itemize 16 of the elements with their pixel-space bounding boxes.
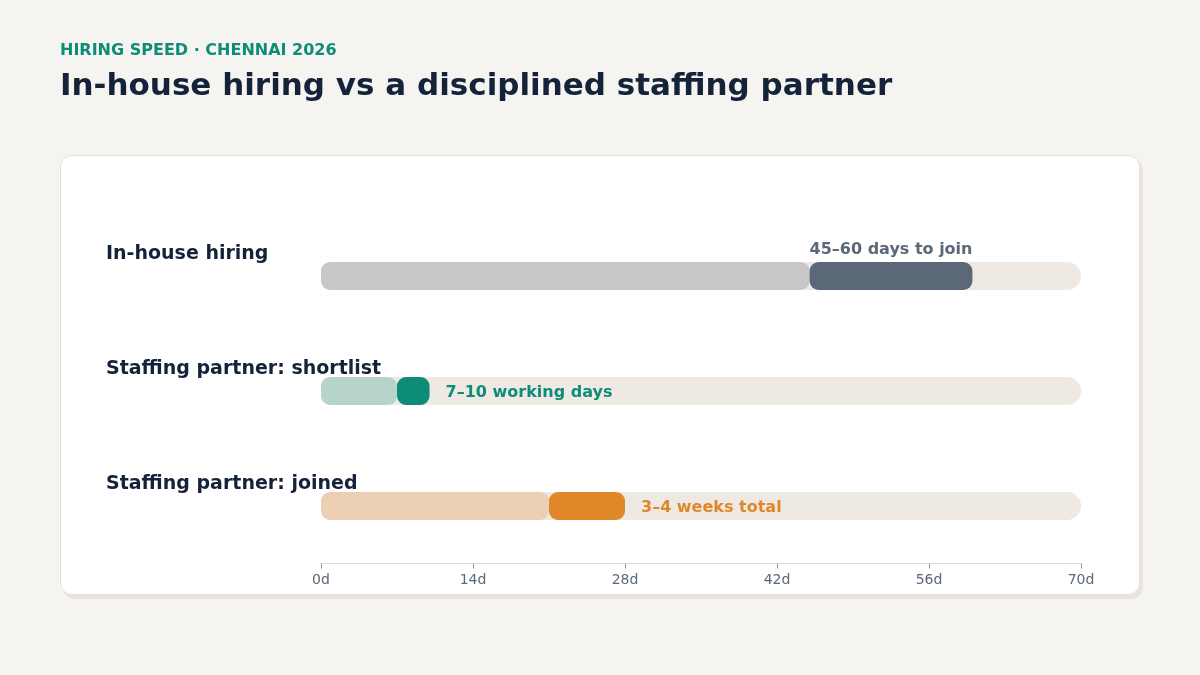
x-tick-label: 42d (763, 570, 791, 587)
y-tick-label: Staffing partner: shortlist (106, 356, 382, 378)
bar (549, 492, 625, 520)
data-label: 7–10 working days (445, 381, 613, 401)
x-tick-label: 28d (611, 570, 639, 587)
chart-subtitle: HIRING SPEED · CHENNAI 2026 (60, 40, 337, 59)
x-tick-label: 70d (1067, 570, 1095, 587)
chart-title: In-house hiring vs a disciplined staffing partner (60, 66, 893, 102)
x-tick-label: 56d (915, 570, 943, 587)
y-tick-label: In-house hiring (106, 241, 269, 263)
data-label: 3–4 weeks total (641, 496, 782, 516)
bar (321, 377, 397, 405)
y-tick-label: Staffing partner: joined (106, 471, 358, 493)
x-tick-label: 0d (312, 570, 330, 587)
x-tick-label: 14d (459, 570, 487, 587)
data-label: 45–60 days to join (809, 238, 973, 258)
